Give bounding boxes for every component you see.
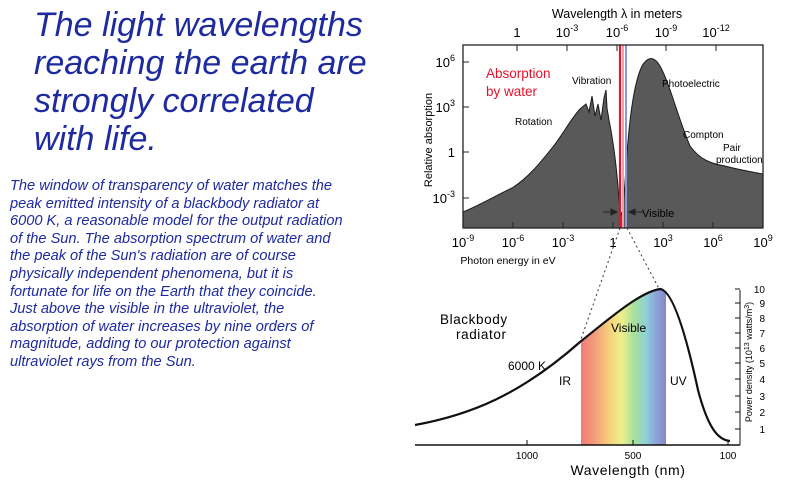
blackbody-title: radiator	[456, 327, 507, 342]
top-tick-label: 10-9	[655, 23, 677, 40]
vibration-label: Vibration	[572, 76, 611, 87]
rotation-label: Rotation	[515, 117, 552, 128]
ir-label: IR	[559, 374, 571, 388]
top-axis-ticks	[516, 45, 717, 51]
compton-label: Compton	[683, 130, 724, 141]
headline-line: The light wavelengths	[34, 6, 363, 44]
blackbody-x-ticks	[526, 440, 729, 445]
x-tick-label: 109	[753, 233, 772, 250]
blackbody-title: Blackbody	[440, 312, 508, 327]
visible-spectrum-band	[581, 289, 666, 445]
body-paragraph: The window of transparency of water matc…	[10, 178, 402, 372]
body-line: Just above the visible in the ultraviole…	[10, 301, 285, 318]
x-tick-label: 10-9	[452, 233, 474, 250]
headline-line: reaching the earth are	[34, 44, 367, 82]
y-tick-label: 8	[759, 314, 765, 325]
y-tick-label: 6	[759, 344, 765, 355]
body-line: of the Sun. The absorption spectrum of w…	[10, 230, 331, 247]
x-tick-label: 10-6	[502, 233, 524, 250]
absorption-label: by water	[486, 84, 538, 99]
y-axis-label: Relative absorption	[423, 93, 435, 187]
y-tick-label: 1	[759, 425, 765, 436]
body-line: ultraviolet rays from the Sun.	[10, 353, 196, 370]
blackbody-chart: 10 9 8 7 6 5 4 3 2 1 Power density (1013…	[414, 285, 766, 478]
blackbody-y-axis-label: Power density (1013 watts/m3)	[744, 302, 754, 422]
top-axis-title: Wavelength λ in meters	[552, 7, 682, 21]
visible-window-arrows	[603, 208, 643, 216]
y-tick-label: 106	[436, 53, 455, 70]
absorption-chart: Wavelength λ in meters 1 10-3 10-6 10-9 …	[423, 7, 773, 267]
body-line: peak emitted intensity of a blackbody ra…	[10, 195, 320, 212]
top-tick-label: 1	[513, 25, 520, 40]
blackbody-y-ticks	[735, 288, 740, 430]
y-tick-label: 1	[448, 145, 455, 160]
blackbody-x-axis-label: Wavelength (nm)	[570, 462, 685, 478]
x-axis-ticks	[462, 222, 764, 228]
y-tick-label: 103	[436, 98, 455, 115]
body-line: fortunate for life on the Earth that the…	[10, 283, 317, 300]
production-label: production	[716, 155, 763, 166]
blackbody-x-tick-label: 100	[720, 451, 737, 462]
y-tick-label: 3	[759, 392, 765, 403]
zoom-connector	[579, 227, 666, 343]
x-tick-label: 1	[609, 235, 616, 250]
blackbody-curve	[414, 287, 731, 443]
y-tick-label: 10-3	[433, 189, 455, 206]
blackbody-x-tick-label: 500	[625, 451, 642, 462]
body-line: The window of transparency of water matc…	[10, 178, 333, 194]
y-tick-label: 4	[759, 375, 765, 386]
headline-line: strongly correlated	[34, 82, 314, 120]
y-axis-ticks	[463, 61, 469, 199]
x-tick-label: 103	[653, 233, 672, 250]
headline-line: with life.	[34, 120, 157, 158]
top-tick-label: 10-6	[606, 23, 628, 40]
body-line: the peak of the Sun's radiation are of c…	[10, 248, 296, 265]
blackbody-y-tick-labels: 10 9 8 7 6 5 4 3 2 1	[754, 285, 766, 436]
blackbody-x-tick-label: 1000	[516, 451, 539, 462]
pair-label: Pair	[723, 143, 741, 154]
top-tick-label: 10-3	[556, 23, 578, 40]
y-tick-label: 7	[759, 329, 765, 340]
visible-label: Visible	[642, 208, 674, 220]
y-tick-label: 2	[759, 408, 765, 419]
x-tick-label: 106	[703, 233, 722, 250]
y-tick-label: 9	[759, 299, 765, 310]
visible-label: Visible	[611, 321, 646, 335]
body-line: absorption of water increases by nine or…	[10, 318, 314, 335]
x-axis-label: Photon energy in eV	[460, 255, 555, 267]
temperature-label: 6000 K	[508, 359, 546, 373]
top-tick-label: 10-12	[702, 23, 729, 40]
body-line: magnitude, adding to our protection agai…	[10, 336, 291, 353]
photoelectric-label: Photoelectric	[662, 79, 720, 90]
body-line: 6000 K, a reasonable model for the outpu…	[10, 213, 343, 230]
uv-label: UV	[670, 374, 687, 388]
y-tick-label: 10	[754, 285, 766, 296]
body-line: physically independent phenomena, but it…	[10, 265, 294, 282]
headline: The light wavelengths reaching the earth…	[34, 6, 394, 158]
absorption-label: Absorption	[486, 66, 551, 81]
x-tick-label: 10-3	[552, 233, 574, 250]
y-tick-label: 5	[759, 359, 765, 370]
